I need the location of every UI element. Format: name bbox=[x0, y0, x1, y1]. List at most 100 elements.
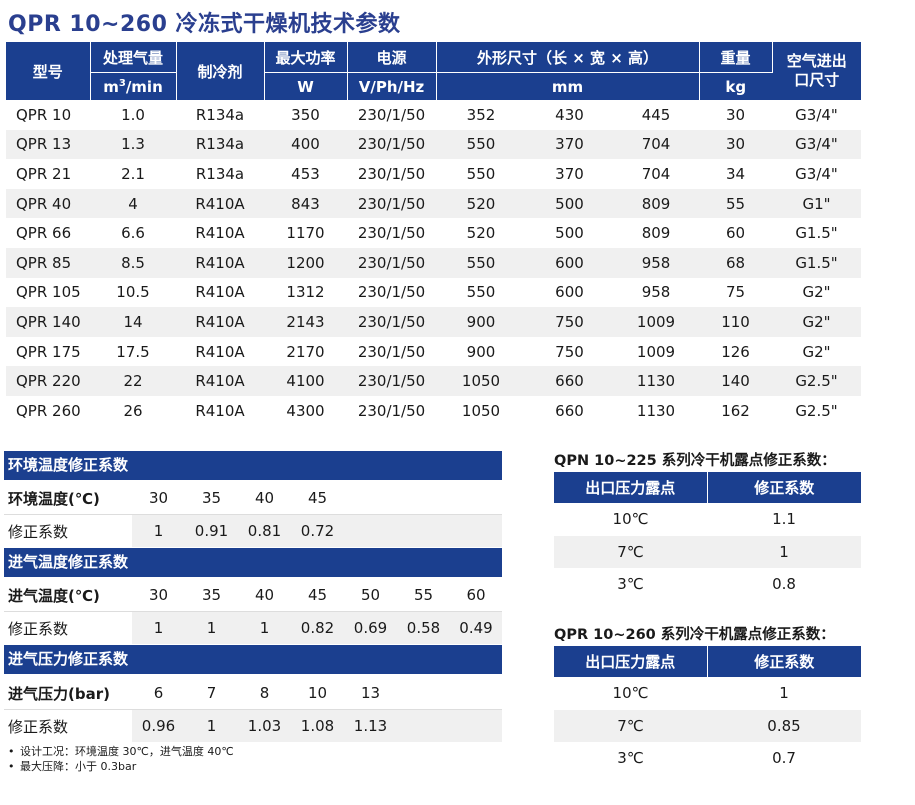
cell-w: 370 bbox=[555, 164, 584, 183]
cell-weight: 60 bbox=[725, 224, 746, 243]
condition-value: 45 bbox=[291, 482, 344, 515]
header-power-unit: W bbox=[264, 72, 348, 100]
inlet-pressure-label: 进气压力(bar) bbox=[4, 677, 132, 710]
cell-power: 453 bbox=[291, 164, 320, 183]
empty-cell bbox=[397, 677, 450, 710]
condition-value: 40 bbox=[238, 482, 291, 515]
cell-factor: 1 bbox=[779, 684, 789, 703]
cell-power: 1200 bbox=[264, 247, 347, 278]
condition-value: 60 bbox=[450, 579, 502, 612]
cell-flow: 10.5 bbox=[116, 283, 150, 302]
cell-power: 4100 bbox=[264, 366, 347, 396]
cell-weight: 30 bbox=[725, 105, 746, 124]
cell-port: G2.5" bbox=[795, 401, 838, 420]
cell-flow: 22 bbox=[90, 366, 176, 396]
cell-weight: 126 bbox=[721, 342, 750, 361]
cell-l: 550 bbox=[436, 129, 526, 160]
condition-value: 50 bbox=[344, 579, 397, 612]
bullet-icon: • bbox=[8, 745, 15, 758]
cell-l: 900 bbox=[466, 342, 496, 361]
factor-value: 1 bbox=[132, 611, 185, 644]
cell-h: 809 bbox=[641, 224, 671, 243]
cell-l: 1050 bbox=[436, 366, 526, 396]
table-row: 10℃ 1.1 bbox=[554, 503, 861, 536]
flow-unit-sup: 3 bbox=[118, 77, 126, 89]
cell-model: QPR 220 bbox=[6, 366, 90, 396]
cell-ref: R410A bbox=[195, 401, 245, 420]
empty-cell bbox=[344, 514, 397, 547]
cell-l: 352 bbox=[466, 105, 496, 124]
cell-supply: 230/1/50 bbox=[357, 164, 426, 183]
factor-value: 0.72 bbox=[291, 514, 344, 547]
cell-factor: 1.1 bbox=[772, 510, 796, 529]
cell-ref: R134a bbox=[176, 129, 264, 160]
inlet-pressure-table: 进气压力(bar) 6 7 8 10 13 修正系数 0.96 1 1.03 1.08 1.13 bbox=[4, 677, 502, 742]
header-flow-unit: m3/min bbox=[90, 72, 177, 100]
cell-weight: 55 bbox=[699, 188, 773, 219]
ambient-label: 环境温度(℃) bbox=[4, 482, 132, 515]
note-text: 最大压降：小于 0.3bar bbox=[20, 760, 137, 773]
cell-h: 1009 bbox=[613, 307, 700, 337]
condition-value: 6 bbox=[132, 677, 185, 710]
cell-ref: R410A bbox=[195, 224, 245, 243]
cell-flow: 2.1 bbox=[121, 164, 145, 183]
cell-supply: 230/1/50 bbox=[347, 129, 436, 160]
empty-cell bbox=[344, 482, 397, 515]
table-row: QPR 13 1.3 R134a 400 230/1/50 550 370 704 30 G3/4… bbox=[6, 129, 862, 160]
notes: • 设计工况：环境温度 30℃，进气温度 40℃ • 最大压降：小于 0.3bar bbox=[8, 744, 234, 774]
flow-unit-rest: /min bbox=[125, 77, 163, 96]
cell-l: 520 bbox=[436, 188, 526, 219]
cell-dew: 7℃ bbox=[554, 535, 707, 568]
cell-weight: 30 bbox=[699, 129, 773, 160]
cell-w: 600 bbox=[526, 247, 613, 278]
factor-value: 0.91 bbox=[185, 514, 238, 547]
cell-h: 704 bbox=[613, 129, 700, 160]
cell-weight: 68 bbox=[699, 247, 773, 278]
cell-supply: 230/1/50 bbox=[357, 283, 426, 302]
header-weight: 重量 bbox=[699, 42, 773, 73]
cell-ref: R410A bbox=[176, 366, 264, 396]
inlet-pressure-factor-label: 修正系数 bbox=[4, 709, 132, 742]
cell-power: 1170 bbox=[286, 224, 325, 243]
cell-supply: 230/1/50 bbox=[347, 307, 436, 337]
factor-value: 0.49 bbox=[450, 611, 502, 644]
table-row: QPR 105 10.5 R410A 1312 230/1/50 550 600 958 75 G… bbox=[6, 278, 861, 308]
empty-cell bbox=[397, 482, 450, 515]
cell-w: 430 bbox=[555, 105, 584, 124]
cell-w: 370 bbox=[526, 129, 613, 160]
header-supply-unit: V/Ph/Hz bbox=[347, 72, 437, 100]
factor-value: 0.58 bbox=[397, 611, 450, 644]
ambient-table: 环境温度(℃) 30 35 40 45 修正系数 1 0.91 0.81 0.72 bbox=[4, 482, 502, 547]
factor-value: 1.08 bbox=[291, 709, 344, 742]
table-row: 3℃ 0.8 bbox=[554, 568, 861, 601]
empty-cell bbox=[450, 514, 502, 547]
dew-qpn-col2: 修正系数 bbox=[707, 472, 861, 503]
cell-w: 660 bbox=[555, 401, 584, 420]
cell-h: 1130 bbox=[636, 401, 676, 420]
cell-factor: 1 bbox=[707, 535, 861, 568]
factor-value: 1 bbox=[185, 611, 238, 644]
table-row: 7℃ 0.85 bbox=[554, 709, 861, 742]
factor-value: 0.69 bbox=[344, 611, 397, 644]
factor-value: 1 bbox=[132, 514, 185, 547]
inlet-temp-factor-label: 修正系数 bbox=[4, 611, 132, 644]
spec-table: 型号 处理气量 制冷剂 最大功率 电源 外形尺寸（长 × 宽 × 高） 重量 空… bbox=[6, 42, 862, 426]
header-weight-unit: kg bbox=[699, 72, 773, 100]
cell-l: 900 bbox=[436, 307, 526, 337]
cell-model: QPR 105 bbox=[16, 283, 81, 302]
factor-value: 1.03 bbox=[238, 709, 291, 742]
cell-weight: 110 bbox=[699, 307, 773, 337]
ambient-header: 环境温度修正系数 bbox=[4, 451, 502, 480]
condition-value: 7 bbox=[185, 677, 238, 710]
cell-dew: 3℃ bbox=[617, 749, 644, 768]
condition-value: 13 bbox=[344, 677, 397, 710]
cell-dew: 10℃ bbox=[612, 510, 649, 529]
cell-weight: 75 bbox=[725, 283, 746, 302]
cell-l: 550 bbox=[466, 164, 496, 183]
condition-value: 30 bbox=[132, 579, 185, 612]
factor-value: 1 bbox=[238, 611, 291, 644]
condition-value: 35 bbox=[185, 579, 238, 612]
dew-qpn-table: 出口压力露点 修正系数 10℃ 1.1 7℃ 1 3℃ 0.8 bbox=[554, 472, 861, 601]
cell-w: 500 bbox=[555, 224, 584, 243]
cell-factor: 0.8 bbox=[772, 575, 796, 594]
